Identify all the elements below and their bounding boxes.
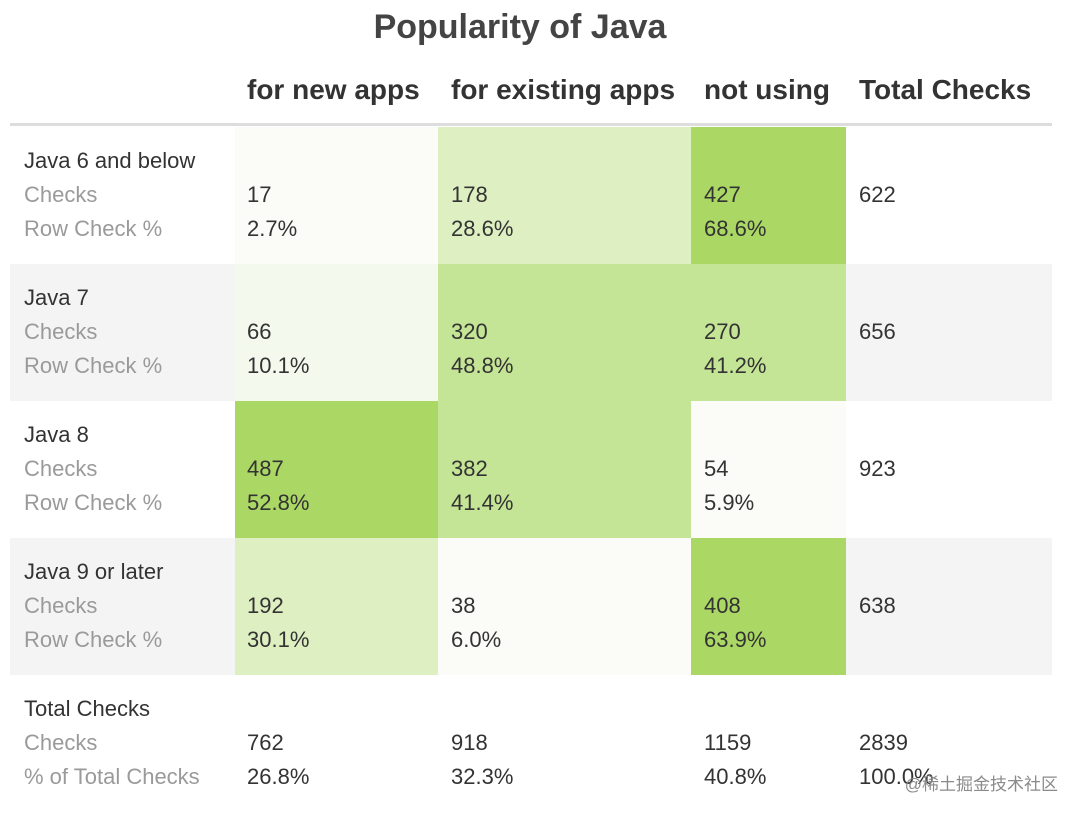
totals-pct-value: 26.8% <box>247 764 310 789</box>
totals-checks-value: 918 <box>451 730 488 755</box>
checks-value: 54 <box>704 456 729 481</box>
checks-value: 487 <box>247 456 284 481</box>
row-pct-value: 28.6% <box>451 216 514 241</box>
heat-cell <box>691 401 846 538</box>
header-divider <box>10 123 1052 126</box>
row-pct-value: 48.8% <box>451 353 514 378</box>
row-label-row-pct: Row Check % <box>24 627 163 652</box>
row-pct-value: 41.4% <box>451 490 514 515</box>
row-label-row-pct: Row Check % <box>24 216 163 241</box>
row-title: Java 6 and below <box>24 148 196 173</box>
row-title: Java 9 or later <box>24 559 164 584</box>
heat-cell <box>438 401 691 538</box>
watermark: @稀土掘金技术社区 <box>904 775 1058 794</box>
totals-pct-value: 32.3% <box>451 764 514 789</box>
checks-value: 38 <box>451 593 476 618</box>
heat-cell <box>438 538 691 675</box>
heat-cell <box>691 264 846 401</box>
row-pct-value: 10.1% <box>247 353 310 378</box>
row-title: Java 8 <box>24 422 89 447</box>
row-pct-value: 30.1% <box>247 627 310 652</box>
heat-cell <box>691 538 846 675</box>
row-total-checks: 656 <box>859 319 896 344</box>
totals-checks-value: 1159 <box>704 730 752 755</box>
totals-label-checks: Checks <box>24 730 98 755</box>
row-pct-value: 52.8% <box>247 490 310 515</box>
row-label-checks: Checks <box>24 319 98 344</box>
row-title: Java 7 <box>24 285 89 310</box>
heat-cell <box>691 127 846 264</box>
row-pct-value: 5.9% <box>704 490 755 515</box>
checks-value: 192 <box>247 593 284 618</box>
row-total-checks: 638 <box>859 593 896 618</box>
heat-cell <box>235 127 438 264</box>
checks-value: 66 <box>247 319 272 344</box>
row-pct-value: 6.0% <box>451 627 502 652</box>
row-label-row-pct: Row Check % <box>24 490 163 515</box>
totals-pct-value: 100.0% <box>859 764 934 789</box>
chart-title: Popularity of Java <box>373 8 667 46</box>
column-header-total-checks: Total Checks <box>859 74 1032 105</box>
row-total-checks: 923 <box>859 456 896 481</box>
checks-value: 178 <box>451 182 488 207</box>
heat-cell <box>235 264 438 401</box>
row-pct-value: 68.6% <box>704 216 767 241</box>
checks-value: 427 <box>704 182 741 207</box>
row-label-checks: Checks <box>24 182 98 207</box>
totals-checks-value: 2839 <box>859 730 908 755</box>
heat-cell <box>235 538 438 675</box>
heat-cell <box>235 401 438 538</box>
checks-value: 408 <box>704 593 741 618</box>
checks-value: 320 <box>451 319 488 344</box>
column-header-new-apps: for new apps <box>247 74 420 105</box>
row-pct-value: 63.9% <box>704 627 767 652</box>
column-header-not-using: not using <box>704 74 830 105</box>
checks-value: 270 <box>704 319 741 344</box>
heat-cell <box>438 264 691 401</box>
row-label-checks: Checks <box>24 593 98 618</box>
totals-label-pct: % of Total Checks <box>24 764 200 789</box>
totals-title: Total Checks <box>24 696 150 721</box>
row-label-checks: Checks <box>24 456 98 481</box>
row-pct-value: 2.7% <box>247 216 298 241</box>
column-header-existing-apps: for existing apps <box>451 74 676 105</box>
totals-checks-value: 762 <box>247 730 284 755</box>
row-label-row-pct: Row Check % <box>24 353 163 378</box>
row-pct-value: 41.2% <box>704 353 767 378</box>
totals-pct-value: 40.8% <box>704 764 767 789</box>
checks-value: 17 <box>247 182 272 207</box>
row-total-checks: 622 <box>859 182 896 207</box>
heat-cell <box>438 127 691 264</box>
checks-value: 382 <box>451 456 488 481</box>
